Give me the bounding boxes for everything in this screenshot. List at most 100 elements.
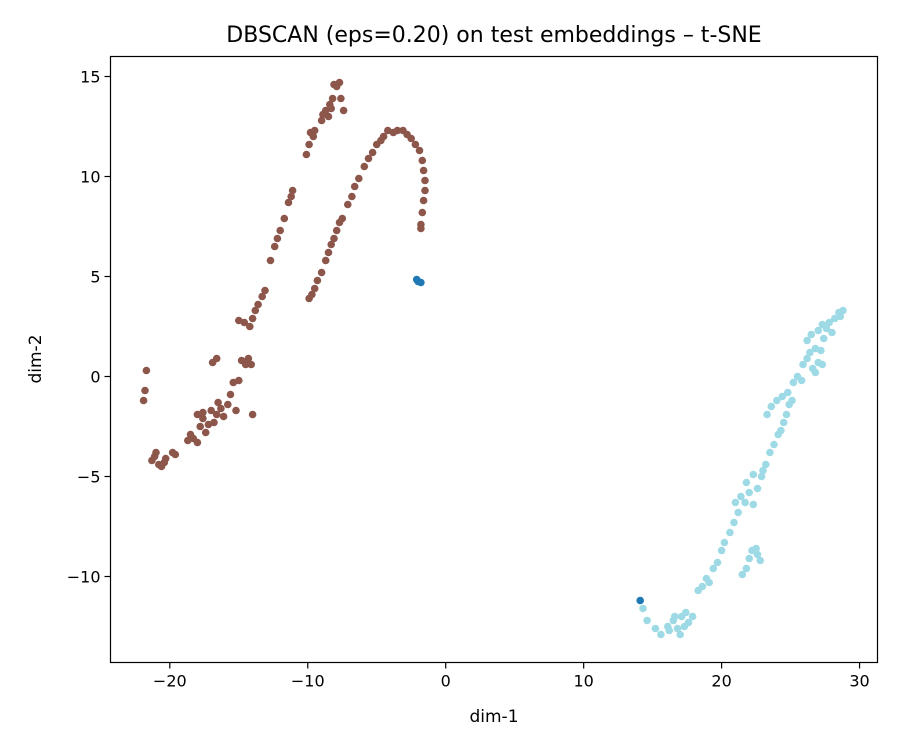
data-point — [421, 186, 429, 195]
data-point — [332, 226, 341, 235]
data-point — [199, 414, 207, 423]
data-point — [350, 182, 359, 191]
data-point — [417, 278, 425, 287]
data-point — [207, 406, 215, 415]
y-tick-label: 5 — [90, 268, 100, 287]
data-point — [284, 198, 293, 207]
data-point — [417, 224, 425, 233]
data-point — [310, 284, 319, 293]
data-point — [338, 214, 347, 223]
data-point — [819, 334, 828, 343]
data-point — [828, 328, 836, 337]
data-point — [247, 360, 255, 369]
data-point — [726, 528, 734, 537]
data-point — [814, 326, 822, 335]
data-point — [803, 336, 811, 345]
data-point — [226, 390, 235, 399]
data-point — [741, 498, 749, 507]
data-point — [235, 376, 243, 385]
data-point — [308, 290, 316, 299]
data-point — [779, 418, 788, 427]
data-point — [246, 322, 254, 331]
data-point — [705, 578, 713, 587]
data-point — [328, 94, 337, 103]
data-point — [393, 126, 402, 135]
data-point — [756, 556, 764, 565]
data-point — [276, 226, 285, 235]
data-point — [717, 546, 726, 555]
data-point — [778, 392, 787, 401]
data-point — [141, 386, 149, 395]
data-point — [258, 292, 267, 301]
data-point — [210, 418, 218, 427]
data-point — [734, 508, 742, 517]
data-point — [737, 492, 745, 501]
data-point — [673, 624, 682, 633]
x-tick-label: −10 — [291, 672, 325, 691]
data-point — [313, 276, 322, 285]
data-point — [818, 360, 827, 369]
data-point — [745, 554, 753, 563]
y-tick-label: 15 — [80, 68, 100, 87]
data-point — [651, 624, 660, 633]
data-point — [317, 268, 326, 277]
data-point — [418, 208, 427, 217]
data-point — [749, 470, 758, 479]
data-point — [713, 558, 722, 567]
data-point — [770, 440, 778, 449]
data-point — [709, 564, 718, 573]
data-point — [330, 234, 338, 243]
data-point — [219, 412, 228, 421]
data-point — [364, 154, 373, 163]
data-point — [759, 466, 767, 475]
ticks-layer: −20 −10 0 10 20 30 −10 −5 0 5 10 15 — [67, 68, 870, 691]
data-point — [730, 518, 738, 527]
data-point — [817, 346, 825, 355]
data-point — [321, 256, 330, 265]
data-point — [411, 140, 420, 149]
data-point — [415, 146, 424, 155]
data-point — [139, 396, 148, 405]
data-point — [419, 166, 428, 175]
data-point — [337, 94, 345, 103]
data-point — [266, 256, 275, 265]
data-point — [309, 132, 318, 141]
data-point — [324, 248, 333, 257]
data-point — [407, 134, 416, 143]
y-tick-label: −10 — [67, 568, 101, 587]
y-axis-label: dim-2 — [26, 334, 46, 383]
data-point — [241, 360, 250, 369]
data-point — [344, 200, 352, 209]
data-point — [753, 484, 762, 493]
data-point — [199, 408, 207, 417]
data-point — [251, 306, 260, 315]
chart-title: DBSCAN (eps=0.20) on test embeddings – t… — [226, 23, 761, 48]
data-point — [217, 404, 225, 413]
data-point — [811, 368, 820, 377]
data-point — [806, 348, 814, 357]
x-tick-label: 0 — [441, 672, 451, 691]
data-point — [254, 300, 262, 309]
data-point — [688, 612, 697, 621]
x-tick-label: 20 — [711, 672, 731, 691]
data-point — [670, 612, 679, 621]
data-point — [310, 126, 319, 135]
plot-frame — [109, 55, 879, 664]
data-point — [288, 186, 297, 195]
data-point — [782, 410, 791, 419]
data-point — [418, 156, 427, 165]
data-point — [789, 378, 798, 387]
data-point — [224, 400, 232, 409]
data-point — [280, 214, 289, 223]
data-point — [749, 500, 758, 509]
data-point — [731, 498, 740, 507]
data-point — [752, 544, 760, 553]
data-point — [212, 354, 221, 363]
y-tick-label: −5 — [77, 468, 101, 487]
data-point — [799, 360, 807, 369]
y-tick-label: 10 — [80, 168, 100, 187]
data-point — [232, 406, 240, 415]
data-point — [745, 488, 753, 497]
